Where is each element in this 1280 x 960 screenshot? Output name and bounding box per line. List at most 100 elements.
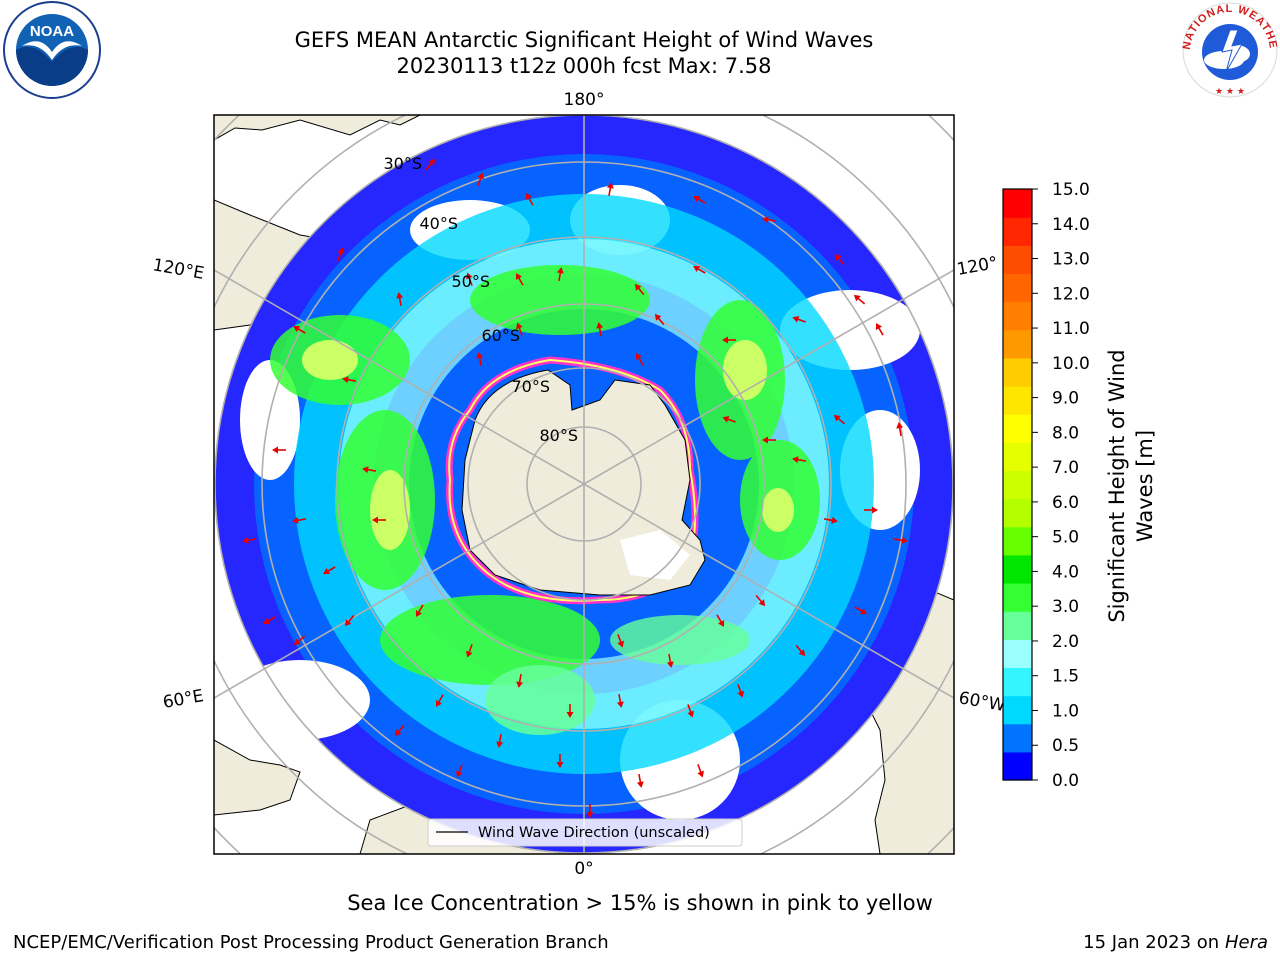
colorbar-tick-label: 5.0 (1052, 528, 1079, 548)
colorbar-tick-label: 8.0 (1052, 423, 1079, 443)
wave-arrow (616, 693, 624, 708)
wave-arrow (606, 182, 614, 197)
wave-arrow (854, 606, 867, 615)
colorbar-tick-label: 7.0 (1052, 458, 1079, 478)
wave-arrow (435, 694, 444, 707)
colorbar-bin (1003, 723, 1032, 753)
land-africa-tip (214, 115, 421, 141)
colorbar-bin (1003, 442, 1032, 472)
wave-arrow (755, 594, 766, 607)
chart-subtitle: 20230113 t12z 000h fcst Max: 7.58 (396, 54, 772, 78)
wave-arrow (697, 764, 704, 778)
wave-arrow (636, 773, 644, 788)
lon-label-60e: 60°E (161, 686, 205, 713)
colorbar-bin (1003, 329, 1032, 359)
colorbar-bin (1003, 498, 1032, 528)
nws-logo-icon: NATIONAL WEATHER SERVICE ★ ★ ★ (1178, 0, 1278, 98)
colorbar-tick-label: 3.0 (1052, 597, 1079, 617)
wave-arrow (466, 644, 473, 658)
wave-arrow (466, 272, 473, 286)
colorbar-tick-label: 2.0 (1052, 632, 1079, 652)
colorbar: 0.0 0.5 1.0 1.5 2.0 3.0 4.0 5.0 6.0 7.0 8.0 9.0 10.0… (1002, 180, 1090, 791)
footer-date: 15 Jan 2023 on Hera (1083, 932, 1268, 953)
lat-label-50s: 50°S (451, 272, 490, 291)
wave-arrow (792, 456, 807, 464)
wave-arrow (293, 325, 306, 334)
ross-ice-shelf (620, 530, 690, 580)
lon-label-0: 0° (574, 859, 593, 879)
colorbar-tick-label: 1.5 (1052, 667, 1079, 687)
footer-credit: NCEP/EMC/Verification Post Processing Pr… (13, 932, 609, 953)
colorbar-tick-label: 12.0 (1052, 284, 1090, 304)
noaa-logo-icon: NOAA (3, 1, 101, 99)
wave-arrow (834, 253, 845, 266)
colorbar-tick-label: 9.0 (1052, 389, 1079, 409)
wave-arrow (722, 416, 736, 423)
wave-arrow (896, 422, 904, 437)
colorbar-bin (1003, 583, 1032, 612)
colorbar-frame (1002, 188, 1033, 781)
wave-arrow (263, 616, 276, 625)
wave-arrow (293, 635, 306, 646)
wave-arrow (693, 195, 706, 204)
wave-arrow (693, 265, 706, 274)
lon-label-120e: 120°E (151, 255, 205, 284)
wave-arrow (762, 436, 776, 444)
wave-arrow (737, 684, 744, 698)
wave-arrow (722, 336, 736, 344)
wave-arrow (853, 294, 866, 305)
wave-arrow (362, 466, 377, 474)
colorbar-bin (1003, 189, 1032, 218)
noaa-logo-text: NOAA (30, 23, 74, 40)
wave-arrow (635, 353, 644, 366)
lon-label-60w: 60°W (957, 688, 1007, 716)
wave-arrow (292, 516, 307, 524)
wave-arrow (415, 604, 424, 617)
wave-arrow (342, 376, 357, 384)
wave-arrow (515, 273, 524, 286)
lat-label-60s: 60°S (481, 326, 520, 345)
colorbar-label-line2: Waves [m] (1133, 430, 1157, 542)
colorbar-tick-label: 0.0 (1052, 771, 1079, 791)
footer-date-text: 15 Jan 2023 on (1083, 932, 1225, 953)
wave-arrow (654, 313, 665, 326)
colorbar-tick-label: 1.0 (1052, 701, 1079, 721)
wave-arrow (893, 536, 908, 544)
wave-arrow (476, 352, 484, 367)
colorbar-tick-label: 14.0 (1052, 215, 1090, 235)
wave-arrow (556, 754, 564, 768)
wave-arrow (456, 764, 463, 778)
graticule (214, 115, 954, 854)
wave-arrow (516, 322, 523, 336)
wave-arrow (425, 158, 436, 171)
wave-arrow (525, 193, 534, 206)
wave-arrow (566, 704, 574, 718)
colorbar-bin (1003, 414, 1032, 443)
colorbar-tick-label: 0.5 (1052, 736, 1079, 756)
wave-arrow (792, 316, 806, 323)
wave-arrow (396, 292, 404, 307)
colorbar-tick-label: 6.0 (1052, 493, 1079, 513)
wave-arrow (687, 704, 694, 718)
map-legend: Wind Wave Direction (unscaled) (427, 818, 743, 847)
wave-arrow (762, 216, 777, 224)
wave-arrow (596, 322, 604, 337)
wave-arrow (496, 733, 504, 748)
wave-arrow (666, 653, 674, 668)
wave-arrow (272, 446, 286, 454)
wave-arrow (823, 516, 838, 524)
colorbar-tick-label: 10.0 (1052, 354, 1090, 374)
wave-arrow (394, 724, 405, 737)
colorbar-bin (1003, 667, 1032, 697)
legend-label: Wind Wave Direction (unscaled) (478, 825, 710, 841)
wave-direction-arrows (242, 158, 908, 818)
colorbar-bin (1003, 639, 1032, 669)
colorbar-bin (1003, 386, 1032, 415)
colorbar-tick-label: 4.0 (1052, 562, 1079, 582)
sea-ice-note: Sea Ice Concentration > 15% is shown in … (347, 891, 933, 915)
wave-arrow (556, 267, 564, 282)
lat-label-80s: 80°S (539, 426, 578, 445)
colorbar-bin (1003, 217, 1032, 246)
colorbar-bin (1003, 301, 1032, 331)
colorbar-tick-label: 15.0 (1052, 180, 1090, 200)
